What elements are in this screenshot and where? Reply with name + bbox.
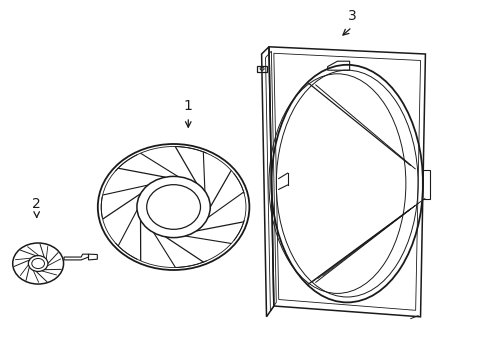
Bar: [421, 170, 429, 198]
Text: 3: 3: [347, 9, 356, 23]
Text: 2: 2: [32, 197, 41, 211]
Text: 1: 1: [183, 99, 192, 113]
Bar: [256, 66, 267, 72]
